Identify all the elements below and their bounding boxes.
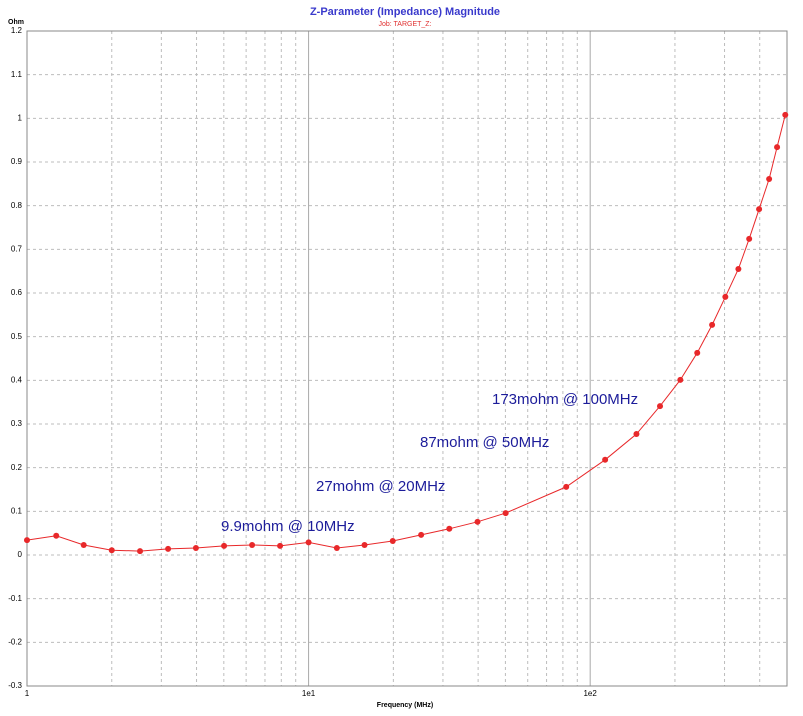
y-tick-label: 0.8 (11, 201, 23, 210)
y-tick-label: 0.6 (11, 288, 23, 297)
data-point (389, 538, 396, 545)
x-tick-label: 1e2 (583, 689, 597, 698)
data-point (602, 456, 609, 463)
data-point (735, 265, 742, 272)
annotation: 87mohm @ 50MHz (420, 434, 549, 451)
data-point (756, 206, 763, 213)
chart-title: Z-Parameter (Impedance) Magnitude (310, 6, 500, 18)
y-tick-label: 0.7 (11, 244, 23, 253)
data-point (446, 525, 453, 532)
annotation: 27mohm @ 20MHz (316, 478, 445, 495)
data-point (633, 431, 640, 438)
y-tick-label: 0 (18, 550, 23, 559)
y-tick-label: 0.1 (11, 506, 23, 515)
annotation: 173mohm @ 100MHz (492, 391, 638, 408)
data-point (774, 144, 781, 151)
y-tick-label: -0.3 (8, 681, 22, 690)
data-point (361, 541, 368, 548)
data-point (249, 541, 256, 548)
data-point (333, 545, 340, 552)
data-point (53, 532, 60, 539)
y-tick-label: 1.2 (11, 26, 23, 35)
y-tick-label: 0.9 (11, 157, 23, 166)
data-point (418, 531, 425, 538)
y-tick-label: 1 (18, 113, 23, 122)
plot-frame (26, 30, 788, 687)
y-tick-label: 0.5 (11, 332, 23, 341)
y-tick-label: 1.1 (11, 70, 23, 79)
annotation: 9.9mohm @ 10MHz (221, 518, 355, 535)
data-point (657, 403, 664, 410)
data-point (766, 176, 773, 183)
x-axis-label: Frequency (MHz) (377, 702, 433, 709)
data-point (277, 542, 284, 549)
y-tick-label: -0.1 (8, 594, 22, 603)
data-point (474, 518, 481, 525)
chart-subtitle: Job: TARGET_Z: (378, 21, 431, 28)
y-tick-label: 0.3 (11, 419, 23, 428)
data-point (108, 547, 115, 554)
series-line (26, 114, 786, 552)
data-point (80, 541, 87, 548)
data-point (709, 321, 716, 328)
x-tick-label: 1 (25, 689, 30, 698)
data-point (746, 235, 753, 242)
data-point (722, 293, 729, 300)
data-point (782, 111, 789, 118)
y-axis-label: Ohm (8, 19, 24, 26)
data-point (221, 542, 228, 549)
y-tick-label: 0.4 (11, 375, 23, 384)
y-tick-label: 0.2 (11, 463, 23, 472)
data-point (305, 539, 312, 546)
data-point (694, 349, 701, 356)
data-point (502, 510, 509, 517)
data-point (137, 548, 144, 555)
data-point (192, 545, 199, 552)
x-tick-label: 1e1 (302, 689, 316, 698)
data-point (563, 483, 570, 490)
data-point (677, 376, 684, 383)
data-point (165, 545, 172, 552)
data-point (24, 537, 30, 544)
y-tick-label: -0.2 (8, 637, 22, 646)
